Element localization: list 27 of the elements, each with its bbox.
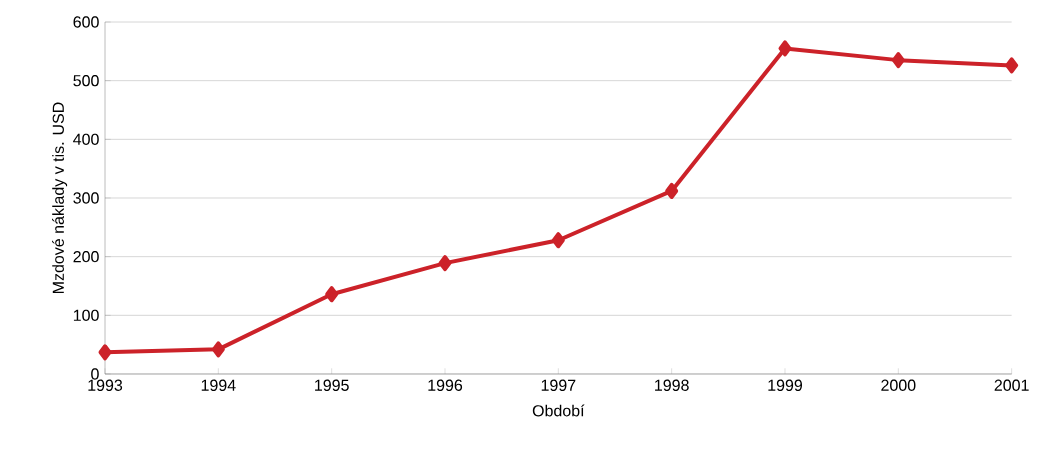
x-tick-label: 1999 bbox=[768, 379, 803, 391]
y-tick-label: 100 bbox=[73, 309, 99, 321]
x-axis-title: Období bbox=[532, 404, 585, 417]
point bbox=[551, 232, 565, 249]
point bbox=[665, 182, 679, 199]
y-tick-label: 300 bbox=[73, 192, 99, 204]
point bbox=[438, 255, 452, 272]
x-tick-label: 1997 bbox=[541, 379, 576, 391]
y-tick-label: 400 bbox=[73, 133, 99, 145]
y-tick-label: 200 bbox=[73, 251, 99, 263]
point bbox=[325, 286, 339, 303]
x-tick-label: 1996 bbox=[428, 379, 463, 391]
y-tick-label: 500 bbox=[73, 75, 99, 87]
x-tick-label: 2001 bbox=[994, 379, 1029, 391]
y-tick-label: 600 bbox=[73, 16, 99, 28]
x-tick-label: 1993 bbox=[88, 379, 123, 391]
y-tick-label: 0 bbox=[91, 368, 99, 380]
point bbox=[1005, 57, 1019, 74]
point bbox=[211, 341, 225, 358]
y-axis-title: Mzdové náklady v tis. USD bbox=[52, 102, 68, 294]
point bbox=[891, 52, 905, 69]
point bbox=[778, 40, 792, 57]
x-tick-label: 1994 bbox=[201, 379, 236, 391]
point bbox=[98, 344, 112, 361]
x-tick-label: 1995 bbox=[315, 379, 349, 391]
x-tick-label: 1998 bbox=[655, 379, 689, 391]
x-tick-label: 2000 bbox=[881, 379, 916, 391]
